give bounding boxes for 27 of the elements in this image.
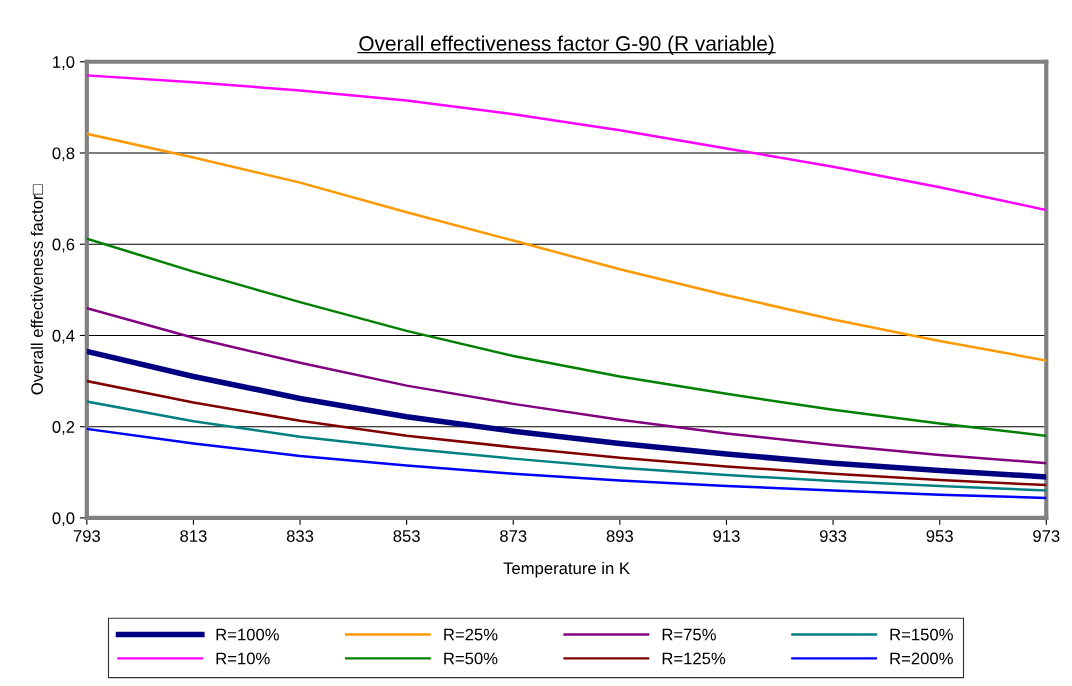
y-tick-label: 0,0 xyxy=(52,512,75,527)
legend-label: R=50% xyxy=(444,652,498,665)
x-tick-label: 953 xyxy=(926,530,953,542)
legend-label: R=125% xyxy=(662,652,726,665)
y-axis-title: Overall effectiveness factor□ xyxy=(30,184,44,395)
y-tick-label: 0,6 xyxy=(52,238,75,253)
y-tick-label: 0,4 xyxy=(52,329,75,344)
x-tick-label: 913 xyxy=(713,530,740,542)
x-axis-title: Temperature in K xyxy=(503,561,630,578)
x-tick-label: 973 xyxy=(1033,530,1060,542)
x-tick-label: 893 xyxy=(606,530,634,542)
y-tick-label: 0,8 xyxy=(52,147,75,162)
x-tick-label: 853 xyxy=(393,530,420,542)
x-tick-label: 873 xyxy=(500,530,527,542)
legend-label: R=10% xyxy=(216,652,270,665)
y-tick-label: 1,0 xyxy=(53,56,75,70)
chart-title: Overall effectiveness factor G-90 (R variable) xyxy=(359,35,774,55)
y-tick-label: 0,2 xyxy=(52,421,75,435)
legend-label: R=25% xyxy=(444,628,498,641)
legend-label: R=150% xyxy=(890,628,953,641)
x-tick-label: 833 xyxy=(286,530,314,542)
legend-label: R=200% xyxy=(890,652,953,665)
legend-label: R=75% xyxy=(662,628,716,641)
x-tick-label: 933 xyxy=(819,530,847,542)
x-tick-label: 793 xyxy=(73,530,100,542)
legend-label: R=100% xyxy=(216,628,279,641)
x-tick-label: 813 xyxy=(180,530,207,542)
